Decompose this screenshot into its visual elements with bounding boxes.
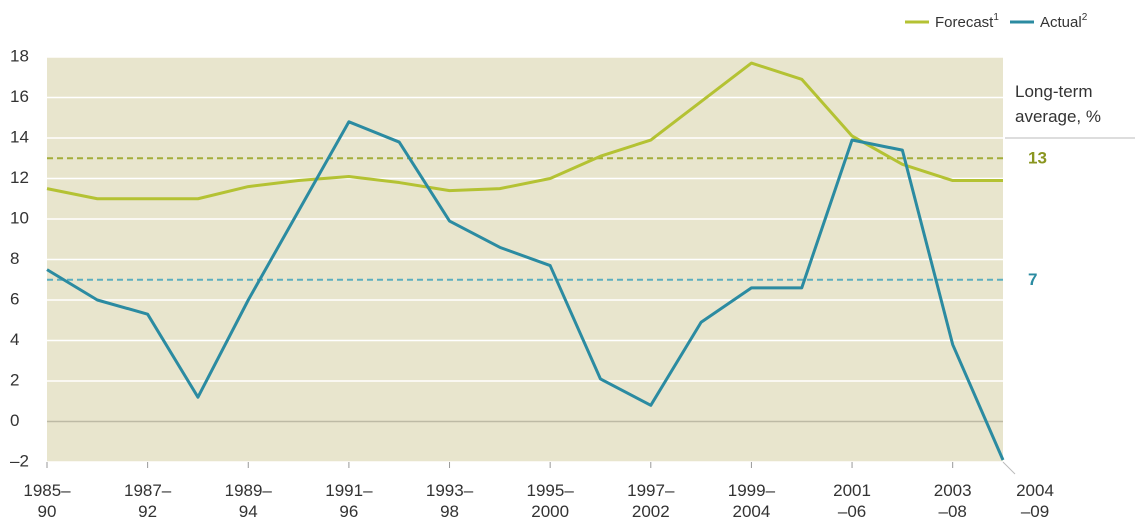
y-tick-label: 6 (10, 289, 19, 308)
series-line (46, 120, 1005, 461)
reference-title: Long-term average, % (1015, 82, 1101, 126)
x-tick-label: 1995– 2000 (527, 481, 575, 521)
y-tick-label: 2 (10, 370, 19, 389)
x-tick-label: 1991– 96 (325, 481, 373, 521)
x-tick-label: 1999– 2004 (728, 481, 776, 521)
y-tick-label: 4 (10, 330, 19, 349)
x-tick-label: 1997– 2002 (627, 481, 675, 521)
series-line (46, 61, 1003, 201)
reference-label: 13 (1028, 149, 1047, 168)
legend-label: Forecast1 (935, 12, 999, 31)
x-tick-label: 1987– 92 (124, 481, 172, 521)
y-tick-label: 0 (10, 411, 19, 430)
y-tick-label: 18 (10, 46, 29, 65)
x-tick-label: 2003 –08 (934, 481, 972, 521)
legend-label: Actual2 (1040, 12, 1088, 31)
y-tick-label: 8 (10, 249, 19, 268)
x-tick-label: 1985– 90 (23, 481, 71, 521)
x-tick-label: 1993– 98 (426, 481, 474, 521)
x-tick-label: 1989– 94 (225, 481, 273, 521)
reference-label: 7 (1028, 270, 1037, 289)
y-tick-label: 14 (10, 127, 29, 146)
legend-footnote: 2 (1082, 12, 1088, 23)
legend-footnote: 1 (993, 12, 999, 23)
y-tick-label: 16 (10, 87, 29, 106)
y-tick-label: –2 (10, 451, 29, 470)
y-tick-label: 10 (10, 208, 29, 227)
x-tick-label: 2004 –09 (1016, 481, 1054, 521)
x-tick-label: 2001 –06 (833, 481, 871, 521)
y-tick-label: 12 (10, 168, 29, 187)
x-tick-leader (1002, 461, 1016, 475)
